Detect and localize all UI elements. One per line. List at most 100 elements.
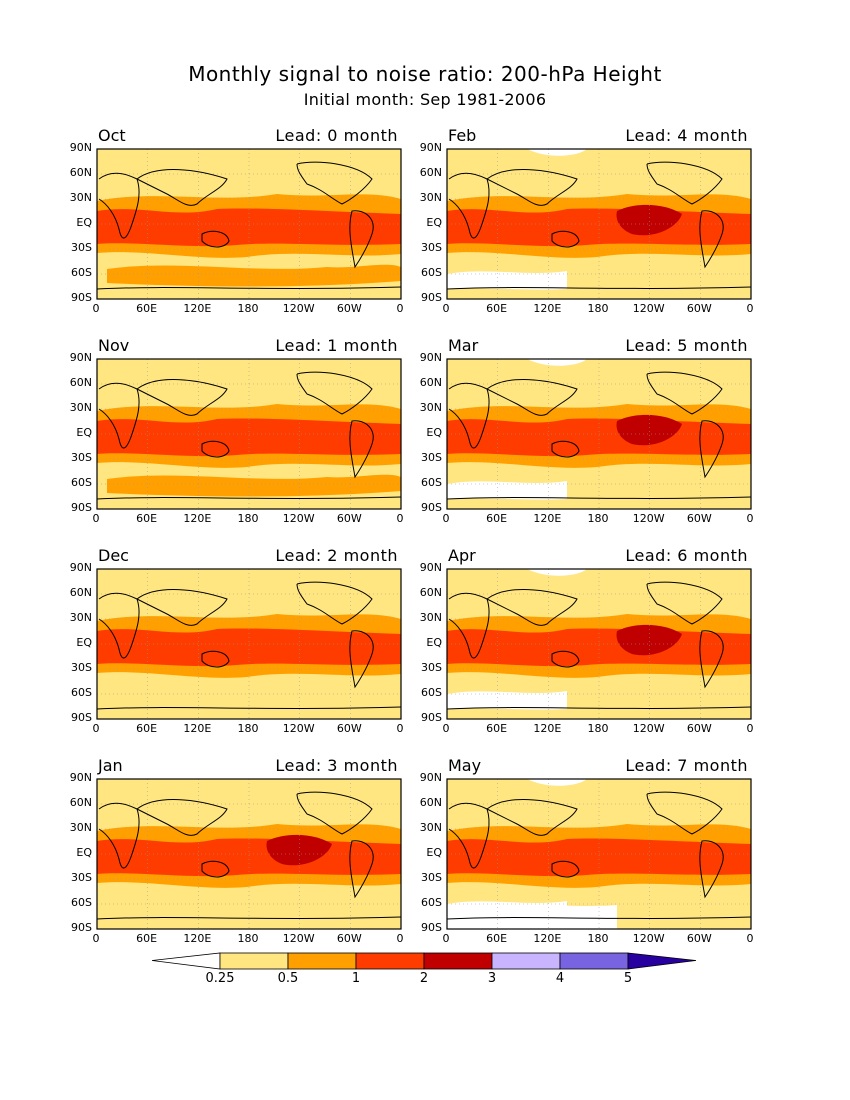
colorbar-label: 0.25 bbox=[205, 971, 235, 986]
coastline-outline bbox=[699, 630, 724, 689]
latitude-tick-label: EQ bbox=[426, 426, 442, 439]
coastline-outline bbox=[448, 592, 490, 659]
map-frame bbox=[96, 778, 402, 930]
coastline-outline bbox=[96, 916, 402, 920]
latitude-tick-label: EQ bbox=[76, 636, 92, 649]
contour-shading bbox=[97, 418, 401, 457]
latitude-tick-label: 30N bbox=[69, 611, 92, 624]
longitude-tick-label: 60E bbox=[486, 512, 508, 525]
colorbar-low-arrow bbox=[151, 952, 221, 970]
coastline-outline bbox=[448, 382, 490, 449]
panel-lead-label: Lead: 5 month bbox=[625, 336, 748, 355]
coastline-outline bbox=[446, 916, 752, 920]
colorbar-swatch bbox=[355, 952, 425, 970]
latitude-tick-label: EQ bbox=[76, 426, 92, 439]
contour-shading bbox=[97, 838, 401, 877]
coastline-outline bbox=[551, 230, 580, 248]
colorbar-high-arrow bbox=[627, 952, 697, 970]
longitude-tick-label: 180 bbox=[237, 512, 259, 525]
contour-shading bbox=[97, 208, 401, 247]
contour-shading bbox=[447, 481, 567, 500]
latitude-tick-label: 60S bbox=[421, 266, 442, 279]
contour-shading bbox=[447, 208, 751, 247]
contour-shading bbox=[616, 414, 682, 446]
latitude-tick-label: 30N bbox=[69, 821, 92, 834]
map-panel: Dec Lead: 2 month 90N 60N 30N EQ 30S 60S 90S 0 60E… bbox=[70, 546, 404, 735]
map-frame bbox=[446, 358, 752, 510]
coastline-outline bbox=[446, 706, 752, 710]
contour-shading bbox=[616, 624, 682, 656]
contour-shading bbox=[527, 359, 587, 366]
latitude-tick-label: 60S bbox=[421, 686, 442, 699]
map-panel: May Lead: 7 month 90N 60N 30N EQ 30S 60S 90S 0 60E… bbox=[420, 756, 754, 945]
coastline-outline bbox=[98, 592, 140, 659]
coastline-outline bbox=[296, 371, 373, 415]
longitude-tick-label: 120E bbox=[183, 512, 212, 525]
coastline-outline bbox=[448, 172, 490, 239]
latitude-tick-label: 90N bbox=[419, 141, 442, 154]
colorbar-swatch bbox=[423, 952, 493, 970]
panel-lead-label: Lead: 2 month bbox=[275, 546, 398, 565]
longitude-tick-label: 60E bbox=[486, 722, 508, 735]
coastline-outline bbox=[98, 172, 140, 239]
longitude-tick-label: 0 bbox=[746, 722, 754, 735]
map-panel: Nov Lead: 1 month 90N 60N 30N EQ 30S 60S 90S 0 60E… bbox=[70, 336, 404, 525]
latitude-tick-label: 60S bbox=[421, 476, 442, 489]
map-frame bbox=[96, 148, 402, 300]
panel-month-label: Mar bbox=[448, 336, 479, 355]
contour-shading bbox=[447, 838, 751, 877]
contour-shading bbox=[447, 628, 751, 667]
longitude-tick-label: 120W bbox=[282, 512, 315, 525]
coastline-outline bbox=[349, 210, 374, 269]
contour-shading bbox=[616, 204, 682, 236]
longitude-tick-label: 0 bbox=[396, 932, 404, 945]
signal-noise-map bbox=[446, 358, 752, 510]
coastline-outline bbox=[551, 860, 580, 878]
latitude-tick-label: 90N bbox=[419, 771, 442, 784]
latitude-tick-label: 60N bbox=[419, 166, 442, 179]
latitude-tick-label: 60S bbox=[71, 266, 92, 279]
latitude-tick-label: 90S bbox=[71, 291, 92, 304]
latitude-tick-label: 90S bbox=[71, 711, 92, 724]
latitude-tick-label: 30S bbox=[71, 451, 92, 464]
longitude-tick-label: 0 bbox=[746, 512, 754, 525]
longitude-tick-label: 120W bbox=[632, 512, 665, 525]
contour-shading bbox=[447, 418, 751, 457]
latitude-tick-label: 30S bbox=[421, 661, 442, 674]
longitude-tick-label: 120E bbox=[533, 722, 562, 735]
signal-noise-map bbox=[446, 148, 752, 300]
longitude-tick-label: 0 bbox=[442, 932, 450, 945]
latitude-tick-label: 60N bbox=[69, 586, 92, 599]
latitude-tick-label: 60N bbox=[69, 166, 92, 179]
longitude-tick-label: 180 bbox=[237, 302, 259, 315]
longitude-tick-label: 0 bbox=[442, 722, 450, 735]
longitude-tick-label: 60W bbox=[686, 512, 712, 525]
signal-noise-map bbox=[446, 778, 752, 930]
longitude-tick-label: 0 bbox=[746, 932, 754, 945]
coastline-outline bbox=[201, 230, 230, 248]
latitude-tick-label: 90N bbox=[69, 771, 92, 784]
figure-subtitle: Initial month: Sep 1981-2006 bbox=[303, 90, 547, 109]
panel-month-label: Jan bbox=[98, 756, 123, 775]
latitude-tick-label: 30N bbox=[419, 191, 442, 204]
latitude-tick-label: EQ bbox=[76, 216, 92, 229]
coastline-outline bbox=[551, 440, 580, 458]
coastline-outline bbox=[486, 799, 578, 836]
coastline-outline bbox=[646, 161, 723, 205]
longitude-tick-label: 0 bbox=[92, 722, 100, 735]
coastline-outline bbox=[98, 382, 140, 449]
coastline-outline bbox=[136, 589, 228, 626]
coastline-outline bbox=[646, 791, 723, 835]
coastline-outline bbox=[349, 420, 374, 479]
latitude-tick-label: 90S bbox=[421, 501, 442, 514]
latitude-tick-label: 90S bbox=[421, 291, 442, 304]
colorbar-label: 5 bbox=[623, 971, 633, 986]
latitude-tick-label: 30N bbox=[419, 401, 442, 414]
colorbar-label: 1 bbox=[351, 971, 361, 986]
longitude-tick-label: 120W bbox=[282, 932, 315, 945]
map-panel: Feb Lead: 4 month 90N 60N 30N EQ 30S 60S 90S 0 60E… bbox=[420, 126, 754, 315]
signal-noise-map bbox=[96, 568, 402, 720]
latitude-tick-label: 60N bbox=[69, 376, 92, 389]
longitude-tick-label: 180 bbox=[237, 722, 259, 735]
latitude-tick-label: 30S bbox=[71, 241, 92, 254]
